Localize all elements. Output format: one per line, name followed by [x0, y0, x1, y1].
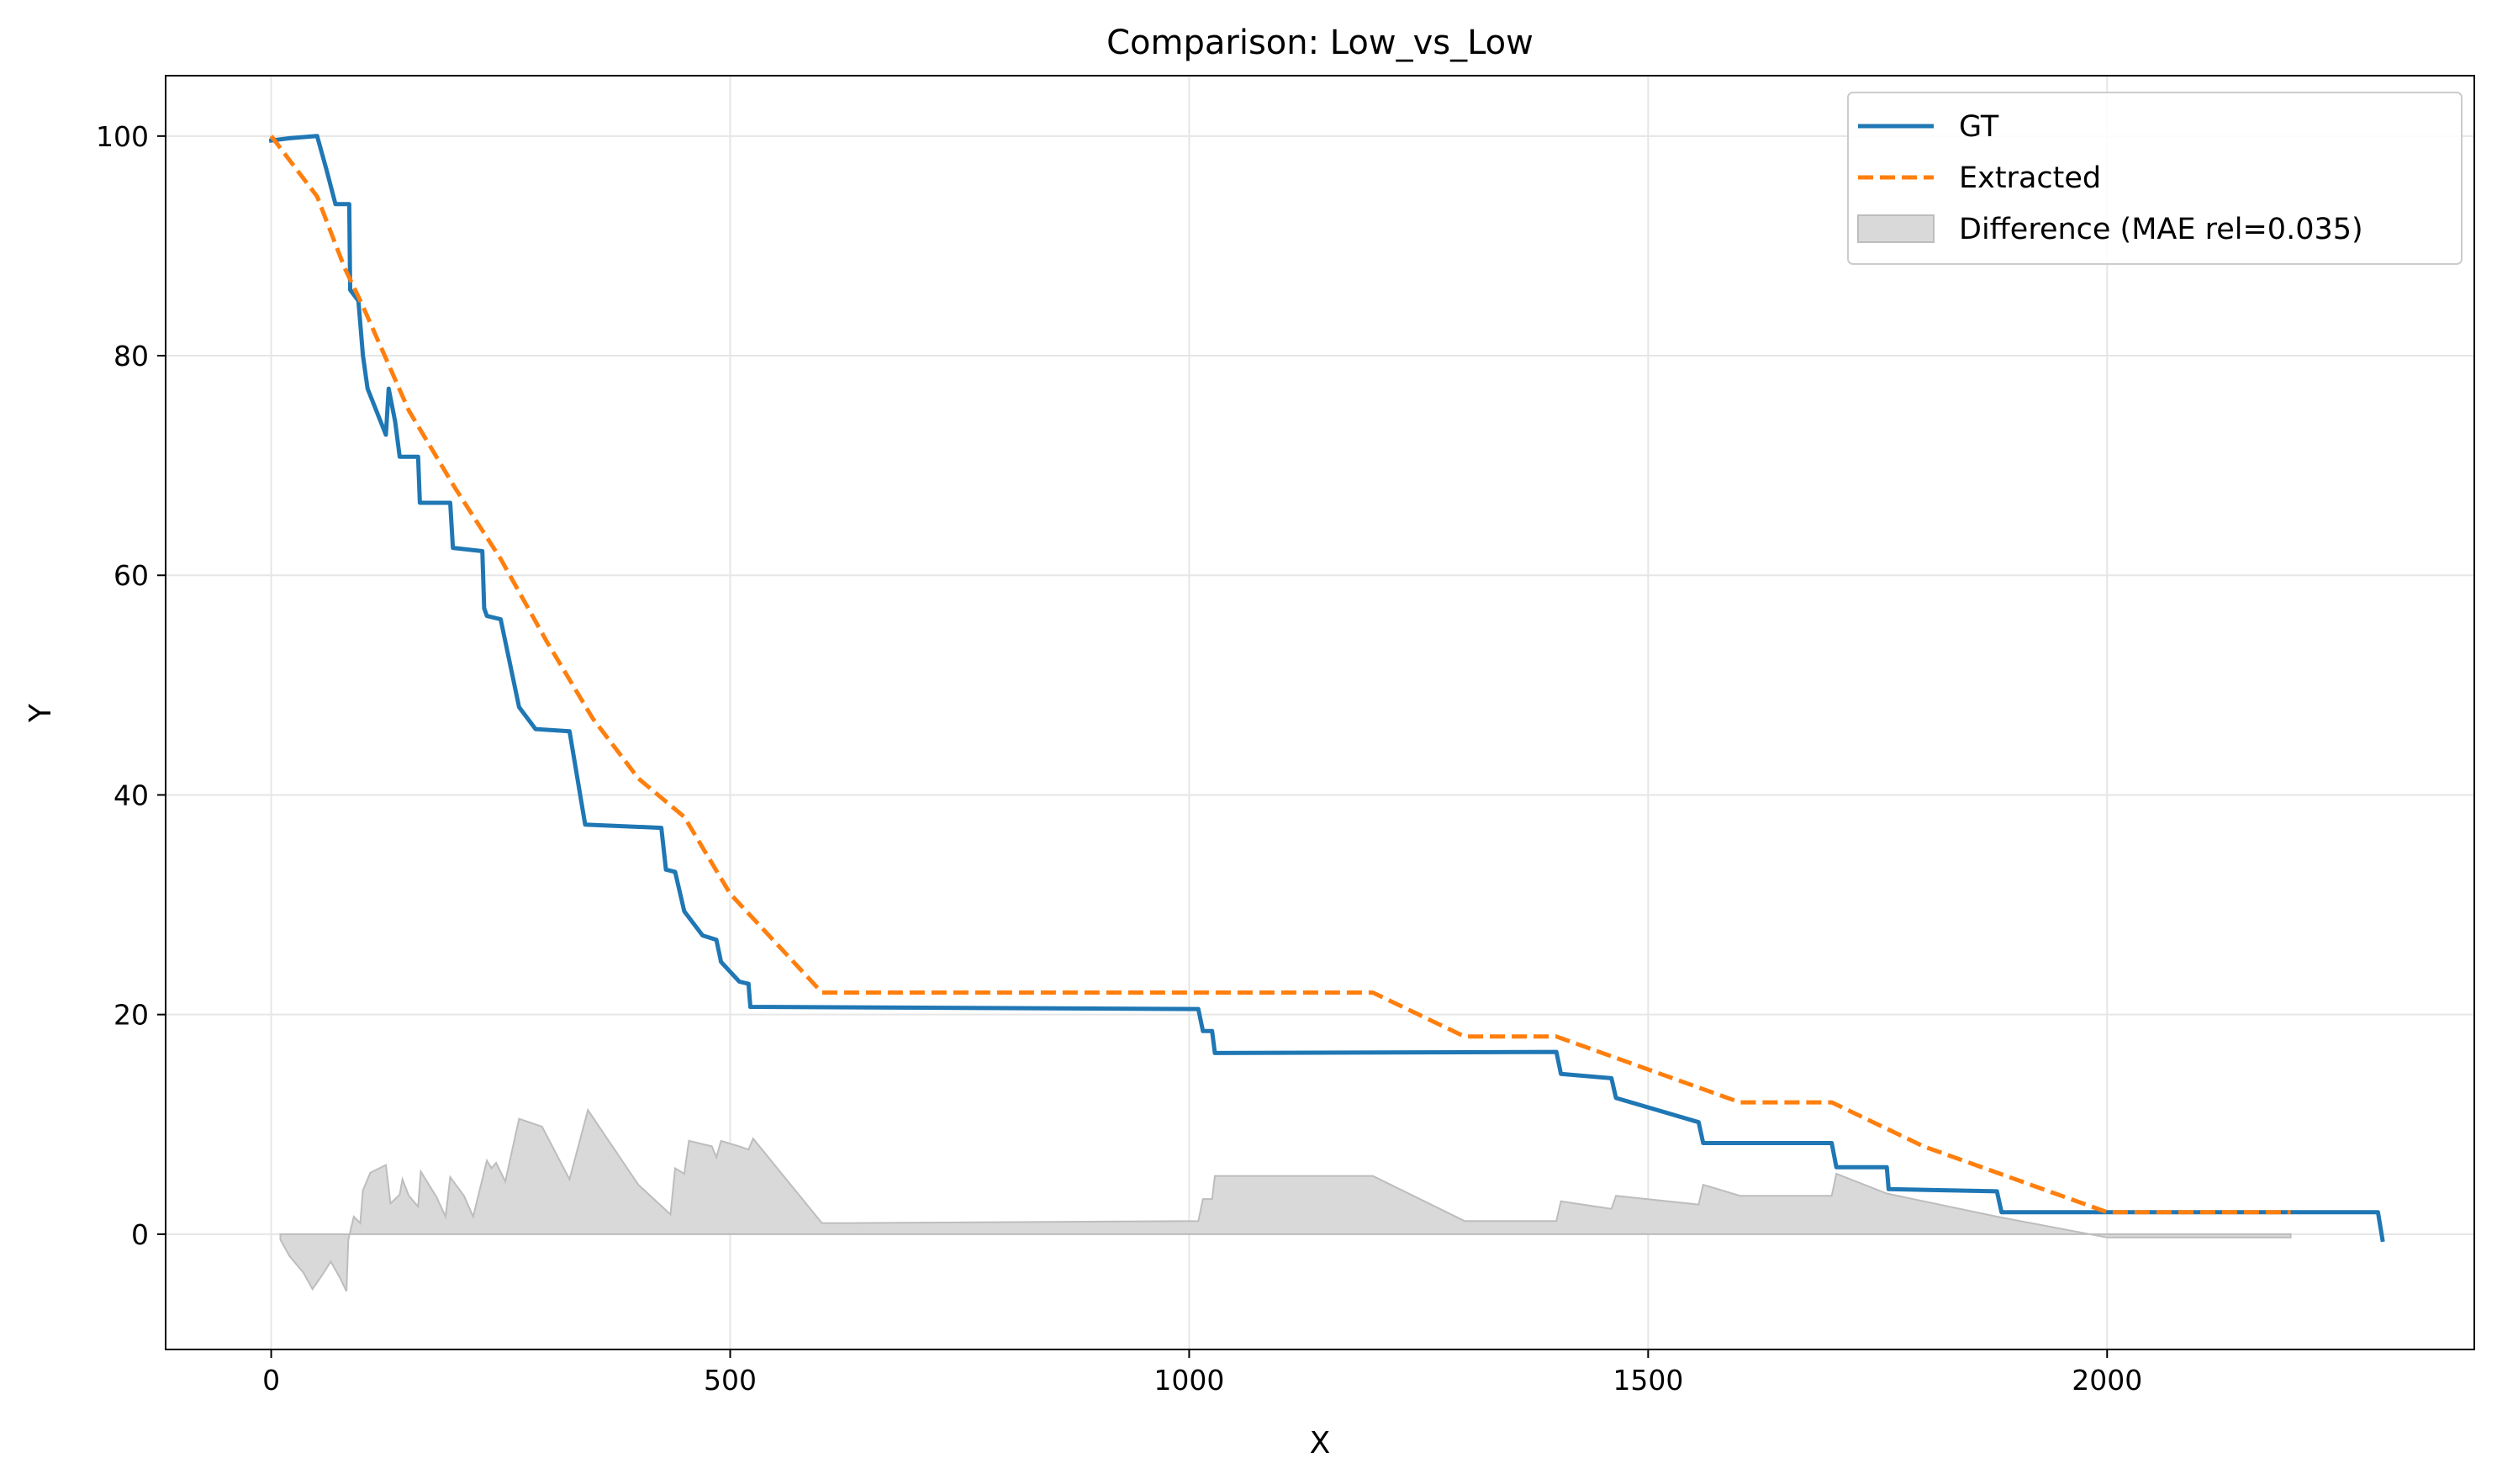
extracted-series-line	[269, 135, 2291, 1215]
legend-difference-swatch	[1857, 214, 1935, 243]
gt-series-line	[268, 134, 2385, 1243]
x-tick-label: 1500	[1613, 1364, 1683, 1397]
y-tick-label: 20	[114, 999, 149, 1032]
difference-area	[279, 1107, 2292, 1292]
axes-frame	[165, 75, 2475, 1350]
y-axis-label: Y	[24, 703, 58, 723]
x-tick-label: 0	[262, 1364, 280, 1397]
chart-title: Comparison: Low_vs_Low	[1106, 24, 1534, 62]
x-tick-label: 500	[704, 1364, 757, 1397]
x-tick-label: 2000	[2072, 1364, 2142, 1397]
series-layer	[268, 134, 2385, 1292]
y-tick-label: 100	[96, 120, 149, 153]
legend-gt-label: GT	[1959, 110, 1999, 144]
y-tick-label: 80	[114, 340, 149, 372]
x-axis-label: X	[1310, 1426, 1331, 1460]
y-tick-label: 0	[131, 1218, 149, 1251]
legend-box	[1847, 92, 2463, 265]
legend: GT Extracted Difference (MAE rel=0.035)	[1847, 92, 2463, 265]
legend-difference-label: Difference (MAE rel=0.035)	[1959, 213, 2363, 246]
ticks: 0 500 1000 1500 2000 0 20 40 60 80 100	[96, 120, 2142, 1397]
plot-border	[165, 75, 2475, 1350]
y-tick-label: 40	[114, 779, 149, 811]
x-tick-label: 1000	[1153, 1364, 1224, 1397]
legend-extracted-label: Extracted	[1959, 161, 2101, 195]
y-tick-label: 60	[114, 559, 149, 592]
